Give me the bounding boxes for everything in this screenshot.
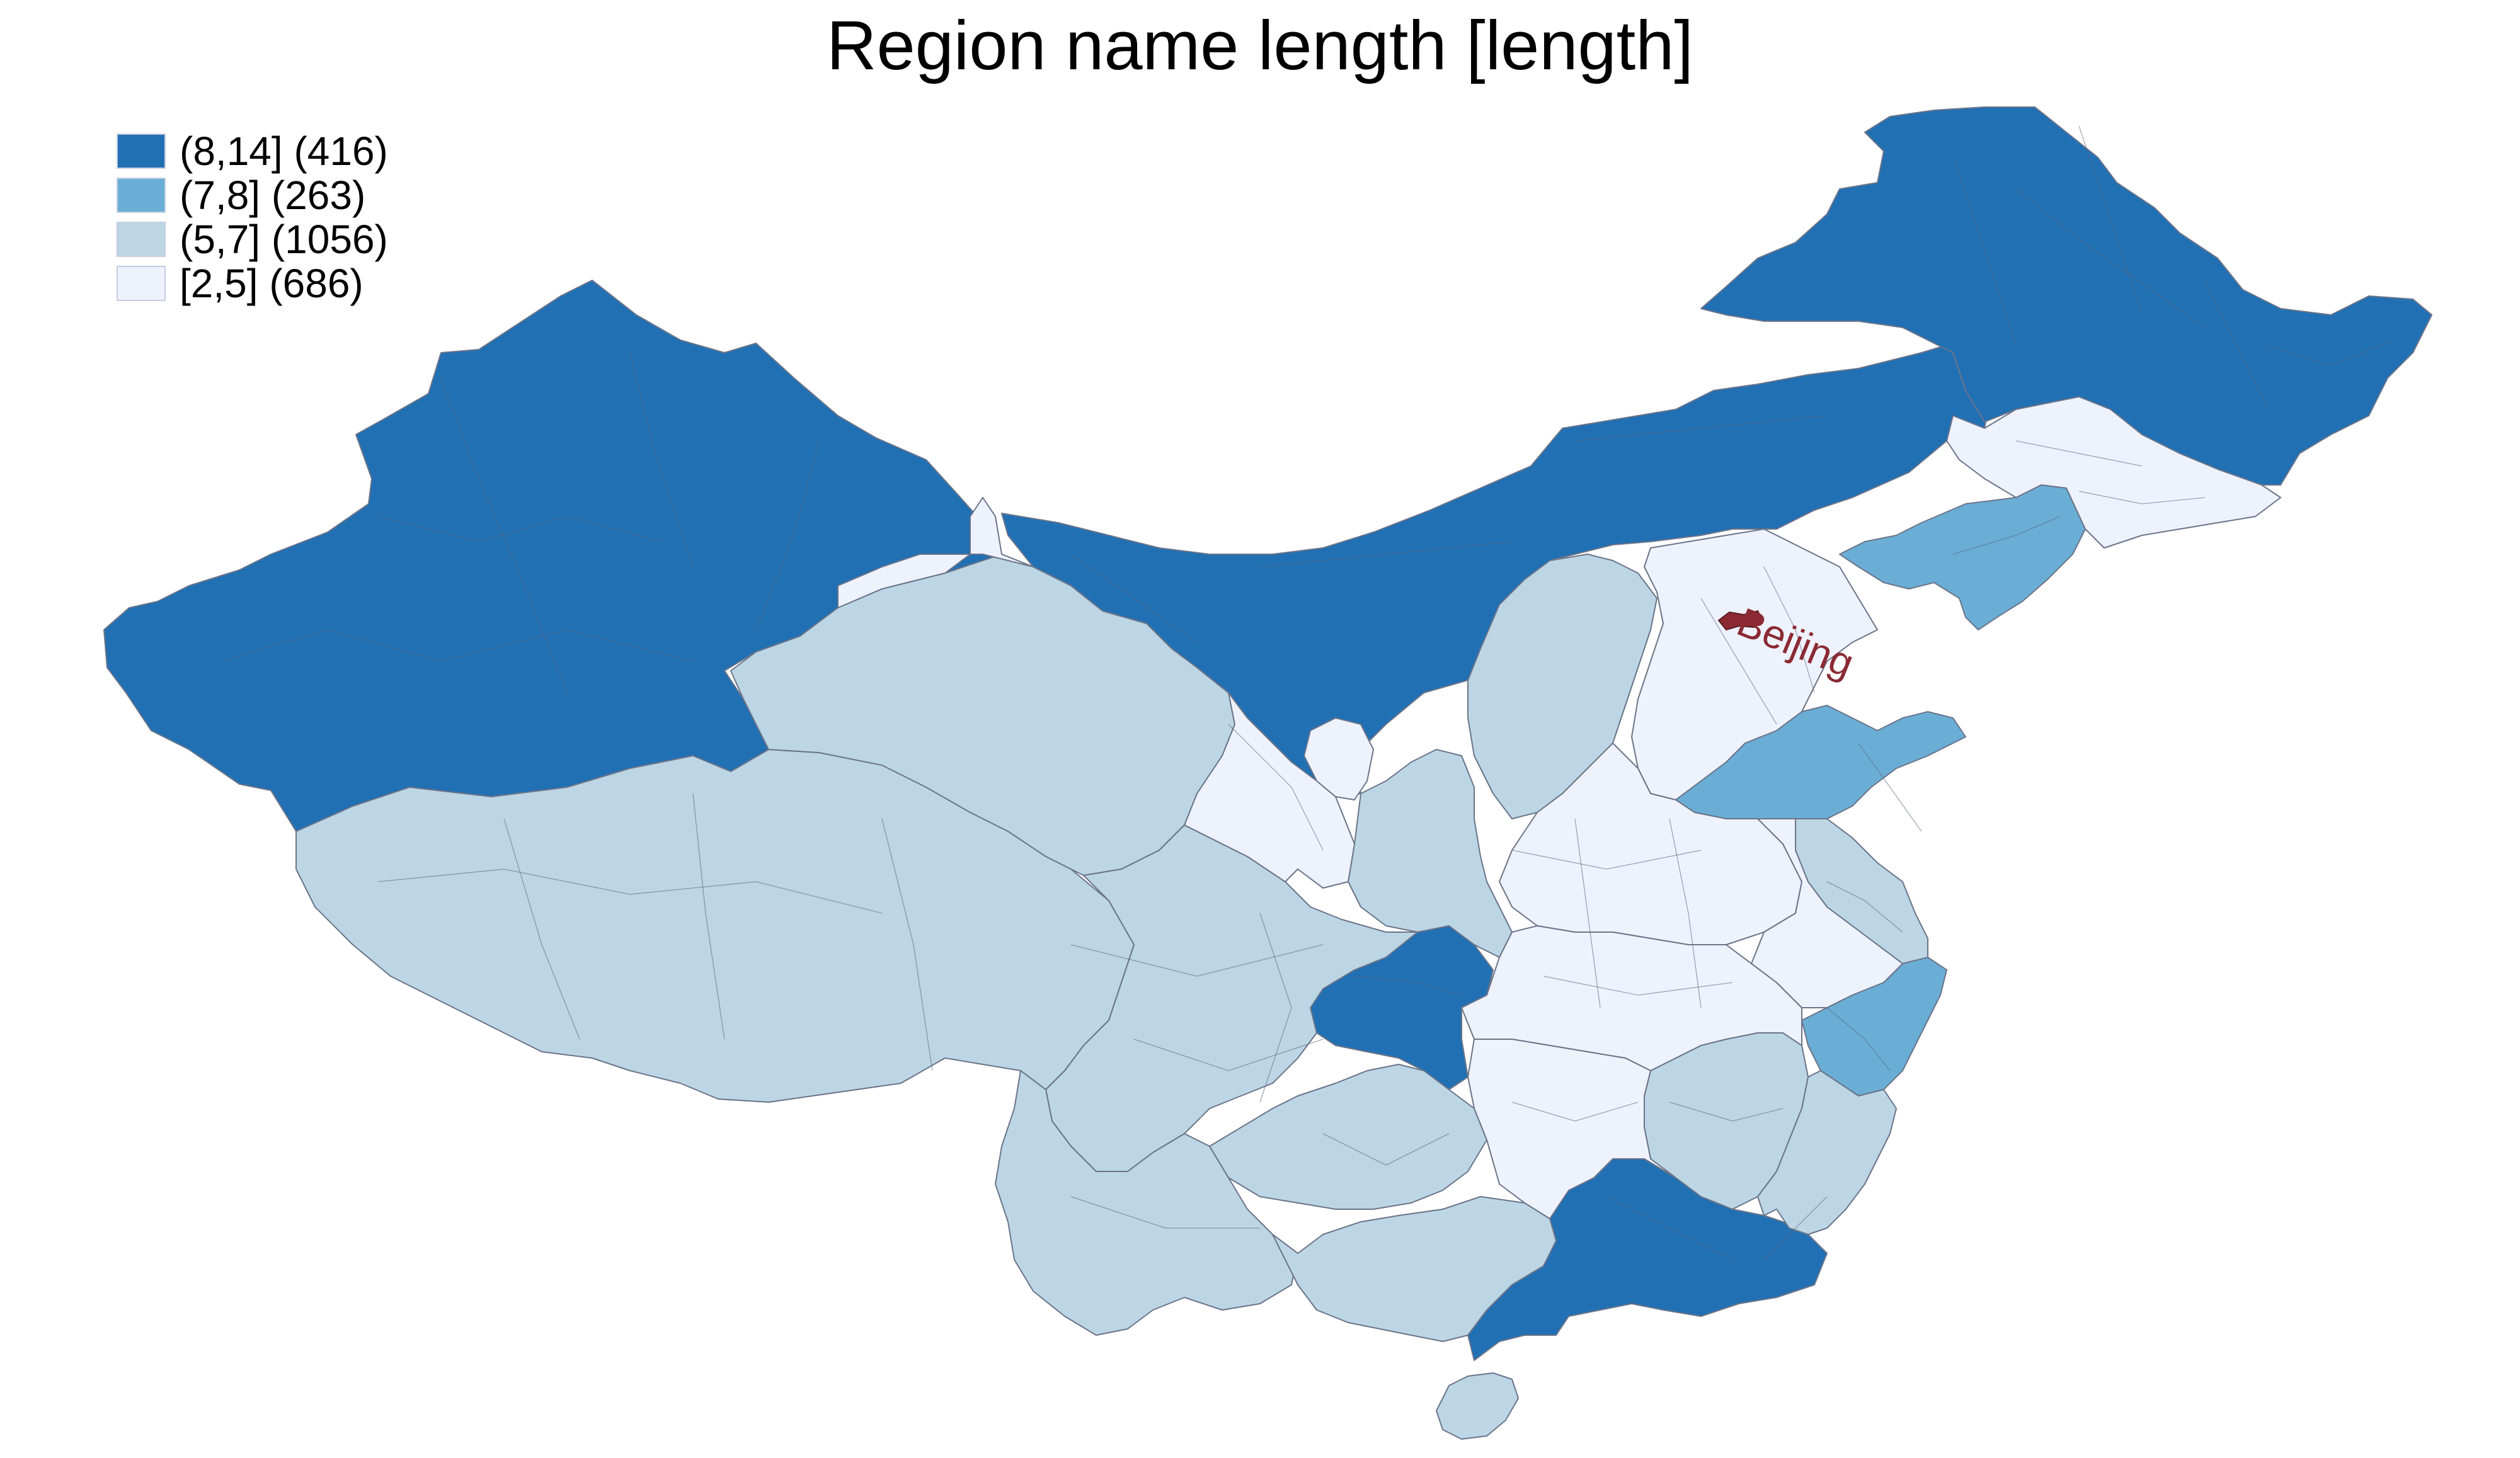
region-anhui — [1751, 818, 1903, 1008]
county-boundary-line — [1826, 881, 1903, 933]
county-boundary-line — [2078, 491, 2206, 504]
county-boundaries — [220, 125, 2395, 1260]
county-boundary-line — [377, 516, 662, 542]
county-boundary-line — [1070, 1196, 1260, 1229]
legend: (8,14] (416) (7,8] (263) (5,7] (1056) [2… — [117, 128, 388, 306]
county-boundary-line — [440, 377, 568, 693]
county-boundary-line — [1606, 1196, 1733, 1260]
region-guangxi — [1272, 1196, 1557, 1342]
region-guizhou — [1209, 1064, 1487, 1210]
county-boundary-line — [1826, 1007, 1891, 1071]
legend-label-class-1: (7,8] (263) — [180, 173, 366, 218]
region-yunnan — [995, 1070, 1298, 1336]
region-liaoning — [1839, 484, 2086, 630]
county-boundary-line — [1669, 1102, 1784, 1122]
legend-item-class-1: (7,8] (263) — [117, 173, 388, 218]
region-hunan — [1467, 1039, 1676, 1219]
region-jilin — [1946, 396, 2281, 549]
county-boundary-line — [1511, 850, 1702, 870]
county-boundary-line — [2267, 339, 2395, 366]
county-boundary-line — [1700, 598, 1777, 725]
county-boundary-line — [692, 793, 725, 1040]
legend-swatch-class-3 — [117, 266, 166, 301]
county-boundary-line — [1669, 818, 1702, 1008]
region-gansu — [837, 497, 1355, 889]
legend-item-class-3: [2,5] (686) — [117, 261, 388, 306]
county-boundary-line — [1070, 554, 1198, 643]
region-hainan — [1436, 1372, 1519, 1440]
county-boundary-line — [1574, 818, 1601, 1008]
map-title: Region name length [length] — [827, 7, 1693, 84]
county-boundary-line — [2078, 125, 2143, 316]
county-boundary-line — [1070, 944, 1324, 977]
county-boundary-line — [1511, 1102, 1639, 1122]
legend-swatch-class-0 — [117, 134, 166, 169]
region-shanxi — [1467, 554, 1658, 819]
county-boundary-line — [1858, 743, 1922, 832]
legend-label-class-3: [2,5] (686) — [180, 261, 364, 306]
county-boundary-line — [1228, 724, 1324, 851]
legend-item-class-2: (5,7] (1056) — [117, 217, 388, 262]
county-boundary-line — [629, 352, 694, 567]
regions-layer — [103, 106, 2432, 1440]
county-boundary-line — [2015, 440, 2143, 467]
county-boundary-line — [1322, 1133, 1450, 1166]
region-fujian — [1757, 1070, 1897, 1235]
region-hebei — [1631, 528, 1878, 800]
county-boundary-line — [881, 818, 933, 1071]
legend-label-class-2: (5,7] (1056) — [180, 217, 388, 262]
beijing-marker — [1717, 610, 1764, 631]
legend-swatch-class-1 — [117, 178, 166, 213]
county-boundary-line — [1763, 1196, 1828, 1260]
county-boundary-line — [1763, 566, 1815, 693]
region-heilongjiang — [1700, 106, 2432, 486]
county-boundary-line — [503, 818, 580, 1040]
legend-swatch-class-2 — [117, 222, 166, 257]
county-boundary-line — [755, 440, 820, 630]
legend-label-class-0: (8,14] (416) — [180, 128, 388, 174]
county-boundary-line — [1133, 1039, 1324, 1071]
legend-item-class-0: (8,14] (416) — [117, 128, 388, 174]
region-ningxia — [1303, 717, 1374, 800]
county-boundary-line — [1543, 976, 1733, 996]
county-boundary-line — [1574, 415, 1828, 441]
county-boundary-line — [1259, 913, 1292, 1103]
county-boundary-line — [2204, 283, 2269, 410]
county-boundary-line — [2015, 188, 2206, 328]
county-boundary-line — [1952, 157, 2017, 347]
county-boundary-line — [377, 869, 883, 914]
county-boundary-line — [1952, 516, 2061, 555]
county-boundary-line — [1259, 541, 1513, 567]
county-boundary-line — [1354, 976, 1462, 996]
county-boundary-line — [220, 629, 694, 662]
region-shaanxi — [1348, 749, 1513, 958]
